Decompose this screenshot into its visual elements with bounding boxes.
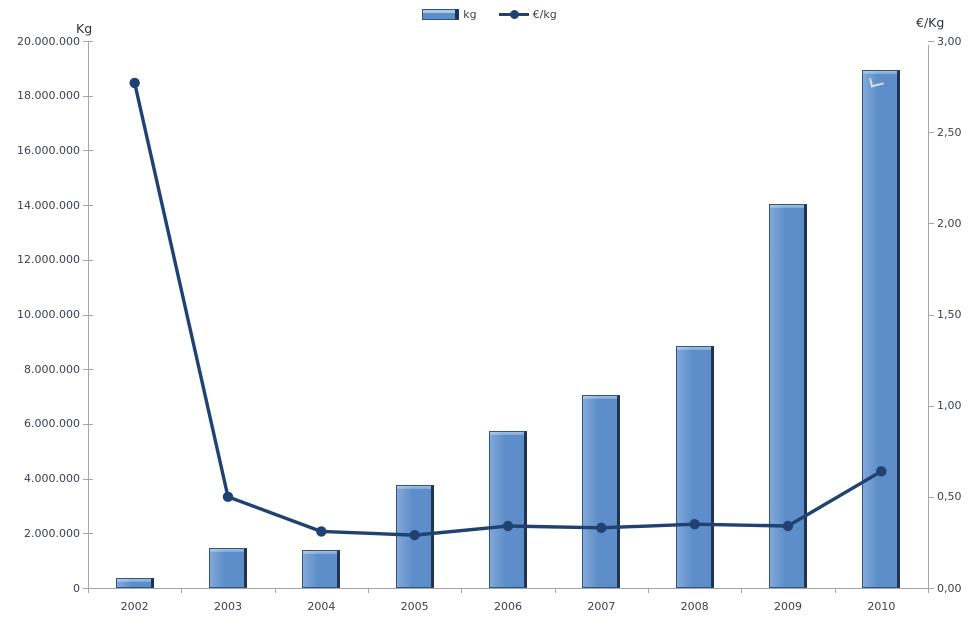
category-axis-tick <box>88 588 89 593</box>
bar-2002 <box>115 578 154 588</box>
left-axis-tick <box>83 150 93 152</box>
left-axis-tick-label: 0 <box>73 581 80 595</box>
line-marker-2004 <box>316 526 327 537</box>
left-axis-tick-label: 14.000.000 <box>17 198 80 212</box>
category-label: 2007 <box>587 600 616 613</box>
category-label: 2006 <box>494 600 522 613</box>
left-axis-tick-label: 6.000.000 <box>24 417 80 431</box>
bar-2009 <box>769 203 807 588</box>
bar-2003 <box>209 548 247 588</box>
left-axis-tick-label: 16.000.000 <box>17 143 80 157</box>
right-axis-tick-label: 1,50 <box>937 308 962 321</box>
line-marker-2003 <box>222 491 234 503</box>
left-axis-tick-label: 18.000.000 <box>17 89 80 103</box>
right-axis-tick <box>928 496 934 498</box>
left-axis-title: Kg <box>76 21 93 36</box>
right-axis-tick <box>928 132 934 134</box>
right-axis-tick-label: 3,00 <box>937 34 962 48</box>
left-axis-tick <box>83 41 93 42</box>
category-axis-tick <box>554 588 556 593</box>
legend-item-kg: kg <box>422 7 477 21</box>
category-label: 2008 <box>680 600 709 613</box>
category-axis-tick <box>928 588 929 593</box>
legend-label-kg: kg <box>463 7 477 21</box>
left-axis-tick-label: 4.000.000 <box>24 472 80 486</box>
category-label: 2002 <box>120 600 149 613</box>
category-label: 2003 <box>214 600 242 613</box>
right-axis-tick-label: 2,50 <box>937 125 962 139</box>
category-axis <box>88 588 929 589</box>
bar-2004 <box>302 549 341 588</box>
category-label: 2009 <box>774 600 802 613</box>
left-axis-tick <box>83 314 93 316</box>
bar-series-swatch-icon <box>422 8 460 20</box>
left-axis-tick <box>83 205 93 207</box>
left-axis-tick-label: 10.000.000 <box>17 308 80 321</box>
category-axis-tick <box>181 588 183 593</box>
legend-item-eur-per-kg: €/kg <box>498 7 557 21</box>
category-axis-tick <box>648 588 649 593</box>
right-axis-tick-label: 0,00 <box>937 581 962 595</box>
right-axis-tick <box>928 223 934 225</box>
category-label: 2004 <box>307 600 336 613</box>
category-axis-tick <box>834 588 836 593</box>
left-axis-tick <box>83 369 93 371</box>
line-series-swatch-icon <box>498 9 529 20</box>
left-axis-tick-label: 2.000.000 <box>24 526 80 540</box>
bar-2008 <box>675 345 714 588</box>
right-axis-tick-label: 0,50 <box>937 490 962 504</box>
right-axis-tick <box>928 41 934 42</box>
left-axis-tick <box>83 478 93 480</box>
category-axis-tick <box>368 588 369 593</box>
right-axis-tick <box>928 405 934 407</box>
left-axis-tick <box>83 259 93 261</box>
right-axis-tick-label: 1,00 <box>937 399 962 413</box>
bar-2007 <box>582 395 621 588</box>
bar-2010 <box>862 69 901 588</box>
category-axis-tick <box>741 588 743 593</box>
legend-label-eur-per-kg: €/kg <box>532 7 557 21</box>
left-axis-tick <box>83 423 93 425</box>
right-axis-tick <box>928 314 934 316</box>
left-axis-tick <box>83 95 93 97</box>
bar-2006 <box>489 430 527 588</box>
right-axis-tick-label: 2,00 <box>937 216 962 230</box>
chart-legend: kg €/kg <box>0 5 979 23</box>
category-axis-tick <box>461 588 463 593</box>
left-axis-tick-label: 20.000.000 <box>17 34 80 48</box>
line-marker-2002 <box>129 77 140 89</box>
left-axis-tick-label: 12.000.000 <box>17 253 80 267</box>
line-swatch-marker <box>509 9 519 19</box>
category-label: 2010 <box>867 600 896 613</box>
category-axis-tick <box>274 588 276 593</box>
left-axis-tick <box>83 533 93 535</box>
bar-2005 <box>395 485 434 588</box>
left-axis-tick-label: 8.000.000 <box>24 362 80 376</box>
right-axis-tick <box>928 588 934 589</box>
right-value-axis <box>928 45 929 588</box>
right-axis-title: €/Kg <box>916 15 945 30</box>
category-label: 2005 <box>400 600 429 613</box>
